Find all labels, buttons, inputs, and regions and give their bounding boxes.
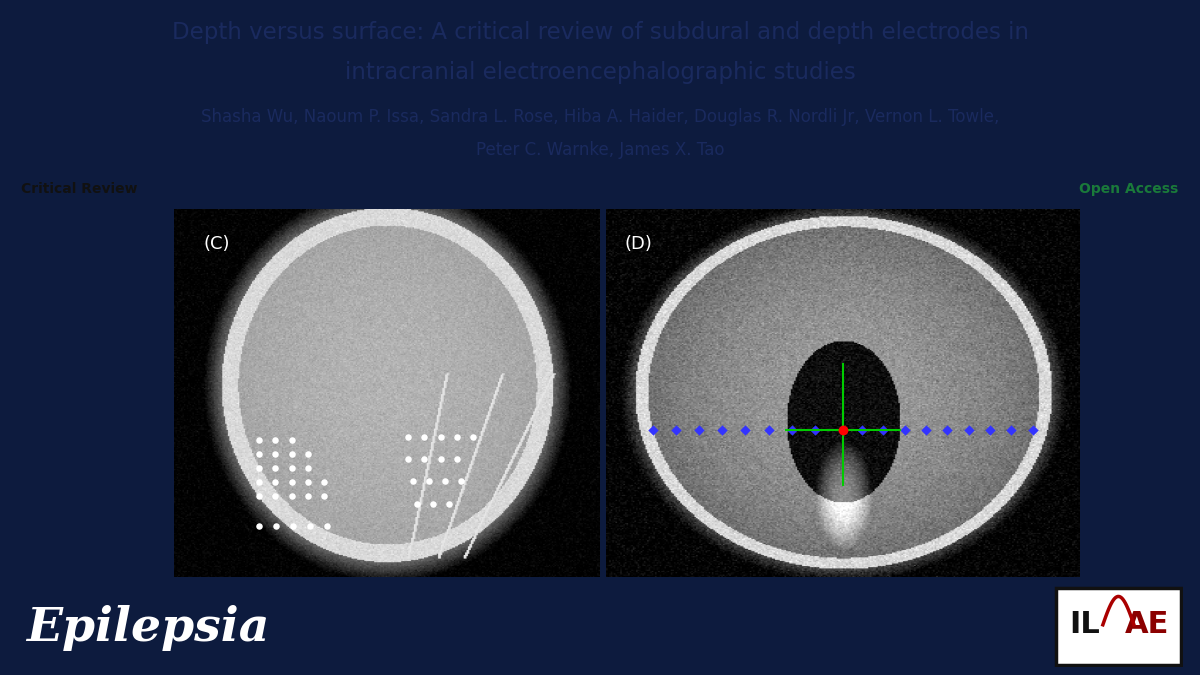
Point [643,425,662,435]
Text: Epilepsia: Epilepsia [26,605,270,651]
Point [852,425,871,435]
Point [667,425,686,435]
Point [895,425,914,435]
Point [431,454,450,465]
Point [431,432,450,443]
Point [439,498,458,509]
Point [298,449,317,460]
Point [298,491,317,502]
Point [713,425,732,435]
Point [448,432,467,443]
Point [250,435,269,446]
Point [314,491,334,502]
Point [833,425,852,435]
Text: Shasha Wu, Naoum P. Issa, Sandra L. Rose, Hiba A. Haider, Douglas R. Nordli Jr, : Shasha Wu, Naoum P. Issa, Sandra L. Rose… [200,109,1000,126]
Point [403,476,422,487]
Point [265,477,284,487]
Point [266,520,286,531]
Point [874,425,893,435]
Text: Critical Review: Critical Review [22,182,138,196]
Point [250,491,269,502]
Point [758,425,778,435]
Point [298,477,317,487]
Text: (D): (D) [625,235,653,253]
Point [282,463,301,474]
Point [407,498,426,509]
Point [282,477,301,487]
Point [265,491,284,502]
Point [451,476,470,487]
Point [959,425,978,435]
Point [318,520,337,531]
Text: intracranial electroencephalographic studies: intracranial electroencephalographic stu… [344,61,856,84]
Point [265,463,284,474]
Text: (C): (C) [204,235,230,253]
Point [917,425,936,435]
Point [250,520,269,531]
Point [282,491,301,502]
Point [805,425,824,435]
Point [463,432,482,443]
Point [448,454,467,465]
Text: IL: IL [1069,610,1100,639]
Point [398,432,418,443]
Point [419,476,438,487]
Point [436,476,455,487]
Point [250,463,269,474]
Point [782,425,802,435]
Point [282,435,301,446]
Point [1022,425,1042,435]
Point [415,454,434,465]
Point [937,425,956,435]
Point [398,454,418,465]
Point [298,463,317,474]
Point [283,520,302,531]
Point [250,449,269,460]
Point [301,520,320,531]
Text: Depth versus surface: A critical review of subdural and depth electrodes in: Depth versus surface: A critical review … [172,22,1028,45]
Point [1002,425,1021,435]
Point [265,435,284,446]
Point [250,477,269,487]
Point [736,425,755,435]
Point [690,425,709,435]
Point [282,449,301,460]
Text: AE: AE [1124,610,1169,639]
Text: Open Access: Open Access [1079,182,1178,196]
Point [415,432,434,443]
Point [314,477,334,487]
Point [424,498,443,509]
Point [265,449,284,460]
Point [980,425,1000,435]
Text: Peter C. Warnke, James X. Tao: Peter C. Warnke, James X. Tao [475,141,725,159]
